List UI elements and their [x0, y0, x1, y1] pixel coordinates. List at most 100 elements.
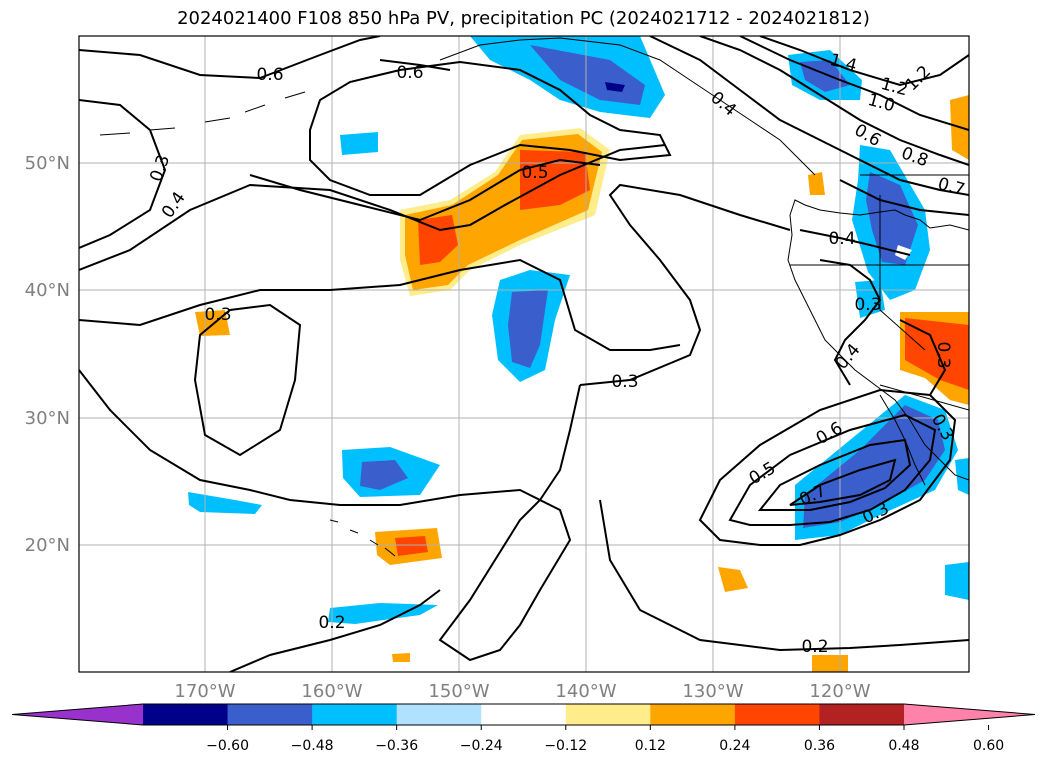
longitude-labels: 170°W 160°W 150°W 140°W 130°W 120°W	[174, 681, 870, 702]
shade-coast-dark	[866, 172, 918, 265]
colorbar-tick-label: −0.36	[375, 738, 418, 754]
shade-blue-se	[945, 562, 969, 600]
contour-label: 0.2	[801, 637, 828, 657]
colorbar-tick-label: −0.24	[460, 738, 503, 754]
shade-red-west	[418, 215, 458, 265]
contour-ne-5	[839, 179, 969, 216]
lat-label: 50°N	[25, 153, 70, 174]
lon-label: 130°W	[682, 681, 743, 702]
contour-label: 0.3	[146, 152, 174, 184]
contour-03-mid-east	[579, 183, 791, 386]
shade-small-blue	[340, 132, 378, 155]
contour-04-coast	[799, 229, 911, 256]
contour-label: 0.2	[318, 613, 345, 633]
contour-loops-baja-2	[728, 413, 937, 526]
colorbar-tick-label: −0.12	[544, 738, 587, 754]
shade-wa-orange	[808, 172, 825, 195]
colorbar-extend-low	[12, 704, 143, 725]
lon-label: 160°W	[301, 681, 362, 702]
shade-blue-mid-dark	[508, 290, 548, 368]
aleutians	[99, 91, 306, 136]
lon-label: 120°W	[809, 681, 870, 702]
contour-03-loop	[193, 303, 302, 457]
shade-blue-hawaii-north-dark	[360, 460, 408, 490]
state-border-2	[879, 195, 926, 351]
contour-coast-04	[819, 259, 882, 386]
contour-loops-baja-1	[698, 388, 957, 546]
contour-label: 0.3	[933, 341, 953, 368]
colorbar-segment	[481, 704, 567, 725]
shade-hawaii-red	[395, 536, 428, 556]
colorbar-segment	[143, 704, 229, 725]
colorbar: −0.60 −0.48 −0.36 −0.24 −0.12 0.12 0.24 0.36 0.4…	[11, 703, 1036, 754]
lon-label: 140°W	[555, 681, 616, 702]
contour-label: 0.4	[828, 229, 855, 249]
contour-label: 0.3	[611, 372, 638, 392]
state-border-4	[879, 384, 969, 411]
contour-label: 0.6	[851, 120, 884, 151]
contour-label: 0.3	[854, 295, 881, 315]
contour-03-west	[79, 99, 167, 249]
colorbar-segment	[227, 704, 313, 725]
contour-05-central	[249, 158, 601, 222]
shade-tiny-orange	[392, 653, 410, 662]
coast-north-america	[787, 199, 969, 481]
contour-02-south	[229, 589, 441, 672]
contour-ak-06	[379, 59, 451, 71]
contour-label: 0.4	[832, 340, 865, 374]
contour-02-se	[599, 499, 969, 652]
colorbar-outline	[11, 703, 1036, 726]
colorbar-segment	[734, 704, 820, 725]
colorbar-tick-label: −0.60	[206, 738, 249, 754]
contour-ne-1	[739, 36, 969, 131]
lat-label: 30°N	[25, 408, 70, 429]
lon-label: 150°W	[428, 681, 489, 702]
contour-ne-2	[759, 36, 969, 87]
hawaii-islands	[329, 519, 396, 557]
colorbar-segment	[819, 704, 905, 725]
colorbar-tick-label: 0.60	[973, 738, 1004, 754]
shade-blue-east-edge	[955, 458, 969, 495]
contour-ne-4	[649, 36, 969, 196]
contour-label: 0.6	[256, 65, 283, 85]
contour-label: 0.4	[158, 188, 190, 222]
coast-alaska	[439, 37, 816, 176]
contour-loops-baja-3	[757, 438, 912, 511]
contour-top-west	[79, 36, 381, 80]
contour-06-loop	[309, 60, 672, 196]
colorbar-tick-label: 0.48	[888, 738, 919, 754]
contour-label: 0.5	[521, 163, 548, 183]
contour-label: 0.3	[204, 305, 231, 325]
colorbar-segment	[396, 704, 482, 725]
lon-label: 170°W	[174, 681, 235, 702]
shade-blue-strip	[188, 492, 262, 514]
shade-small-orange-south	[718, 567, 748, 592]
contour-east-03	[899, 319, 947, 396]
contour-label: 0.8	[899, 143, 931, 171]
gridlines	[79, 36, 969, 672]
colorbar-tick-label: 0.24	[719, 738, 750, 754]
contour-04-west	[79, 144, 666, 271]
contour-03-long	[79, 258, 681, 351]
latitude-labels: 50°N 40°N 30°N 20°N	[25, 153, 70, 556]
shade-bottom-orange	[812, 655, 848, 672]
colorbar-extend-high	[904, 704, 1035, 725]
contour-label: 0.4	[706, 88, 740, 121]
shade-east-red	[905, 318, 969, 390]
colorbar-segment	[312, 704, 398, 725]
colorbar-segment	[565, 704, 651, 725]
contour-label: 0.7	[936, 174, 967, 200]
contour-ne-3	[699, 36, 969, 166]
contour-loops-baja-4	[789, 458, 897, 506]
contour-label: 0.6	[396, 63, 423, 83]
colorbar-tick-label: 0.36	[804, 738, 835, 754]
contour-03-south	[79, 369, 581, 662]
pv-contours	[79, 36, 969, 672]
figure-title: 2024021400 F108 850 hPa PV, precipitatio…	[177, 8, 870, 29]
lat-label: 40°N	[25, 280, 70, 301]
colorbar-tick-label: 0.12	[635, 738, 666, 754]
colorbar-tick-label: −0.48	[291, 738, 334, 754]
map-frame	[78, 35, 970, 673]
